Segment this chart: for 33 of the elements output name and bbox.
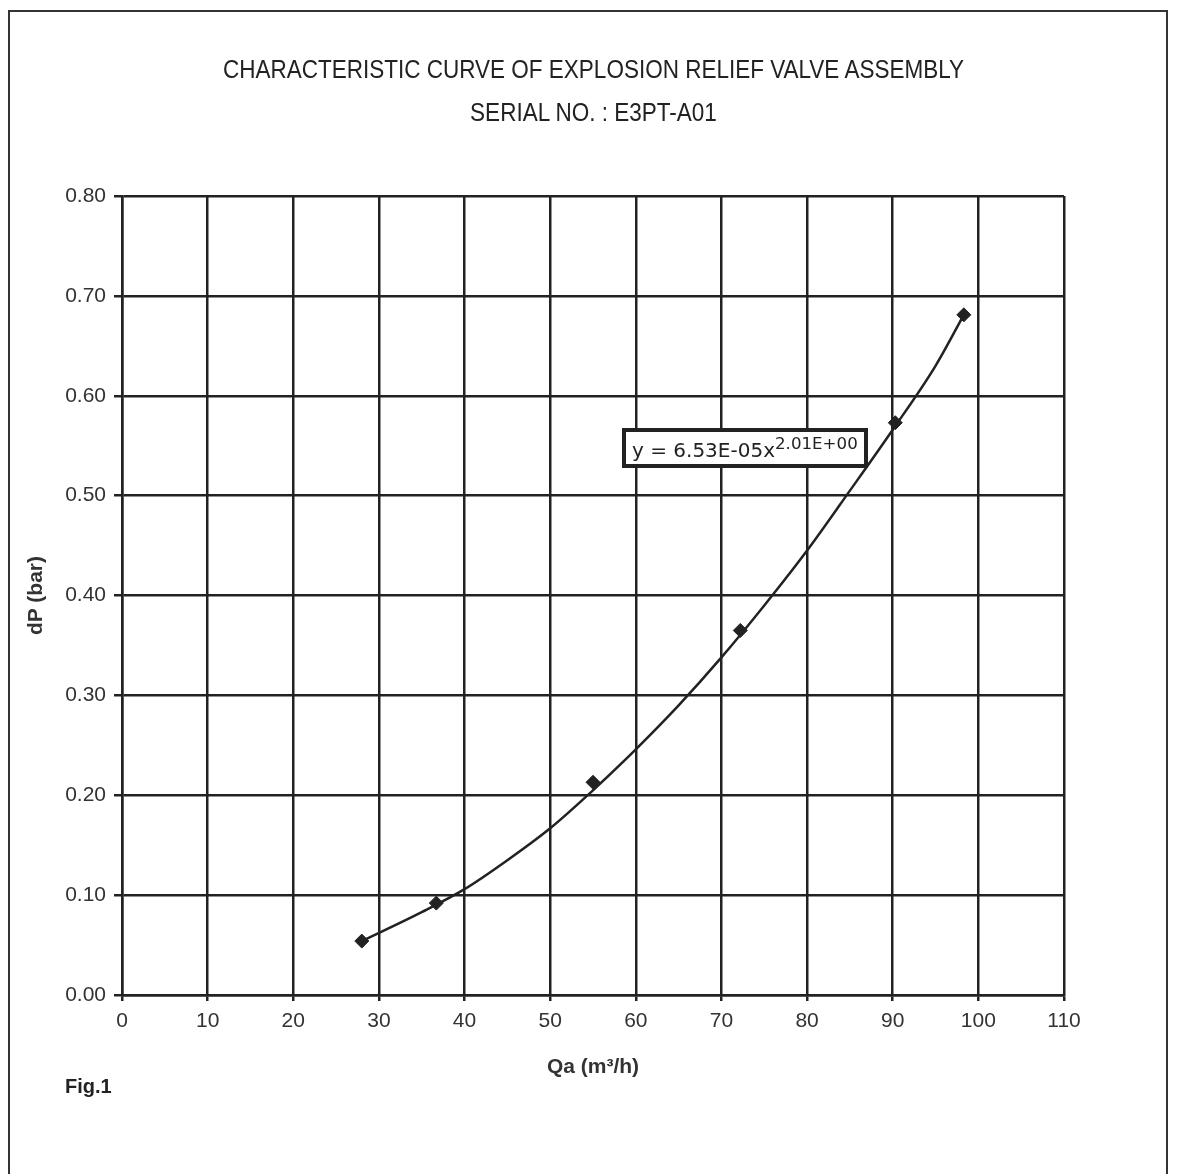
y-tick-label: 0.50 [65,482,106,506]
y-tick-label: 0.80 [65,182,106,206]
y-tick-label: 0.60 [65,382,106,406]
point [732,622,748,638]
point [887,415,903,431]
y-tick-label: 0.30 [65,682,106,706]
x-tick-label: 100 [960,1008,996,1032]
point [354,933,370,949]
x-tick-label: 20 [281,1008,305,1032]
y-tick-label: 0.20 [65,782,106,806]
y-tick-label: 0.00 [65,981,106,1005]
x-tick-label: 30 [367,1008,391,1032]
x-tick-label: 10 [195,1008,220,1032]
x-tick-label: 60 [624,1008,648,1032]
y-tick-label: 0.40 [65,582,106,606]
annotation: y = 6.53E-05x$^{2.01E+00}$ [622,428,868,468]
point [585,774,601,790]
y-tick-label: 0.10 [65,881,106,905]
x-tick-label: 50 [538,1008,562,1032]
x-tick-label: 110 [1047,1008,1081,1032]
chart-subtitle: SERIAL NO. : E3PT-A01 [469,98,718,127]
y-tick-label: 0.70 [65,282,106,306]
x-tick-label: 90 [881,1008,905,1032]
point [428,895,444,911]
point [956,307,972,323]
y-axis-title: dP (bar) [23,556,47,635]
x-axis-title: Qa (m³/h) [546,1054,640,1078]
x-tick-label: 40 [452,1008,477,1032]
x-tick-label: 70 [709,1008,734,1032]
caption: Fig.1 [65,1075,112,1098]
chart-title: CHARACTERISTIC CURVE OF EXPLOSION RELIEF VALVE ASSEMBLY [222,55,965,84]
x-tick-label: 0 [116,1008,128,1032]
x-tick-label: 80 [795,1008,819,1032]
